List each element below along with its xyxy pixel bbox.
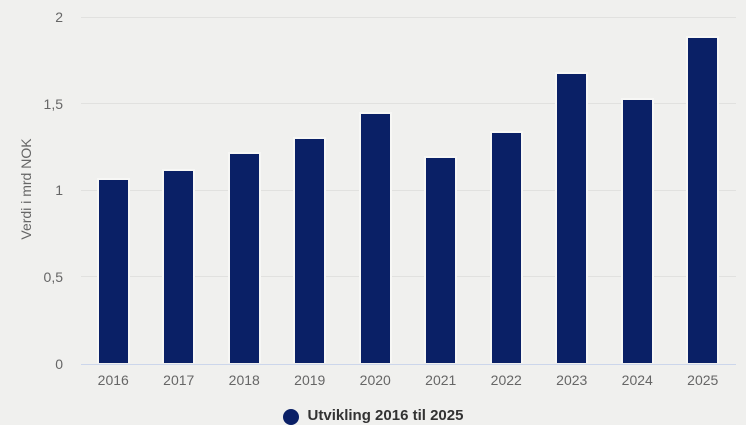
bar-2022[interactable]: [489, 131, 523, 364]
legend-item[interactable]: Utvikling 2016 til 2025: [0, 407, 746, 425]
bar-2016[interactable]: [96, 178, 130, 364]
x-tick-label-2018: 2018: [228, 372, 260, 388]
y-tick-label-1: 1: [55, 182, 63, 199]
x-tick-label-2021: 2021: [425, 372, 457, 388]
x-axis-line: [80, 363, 736, 365]
bar-2019[interactable]: [293, 136, 327, 364]
legend-label: Utvikling 2016 til 2025: [307, 407, 464, 424]
y-tick-label-2: 2: [55, 9, 63, 25]
x-tick-label-2020: 2020: [359, 372, 391, 388]
gridline-y-1: [80, 189, 736, 191]
bar-2024[interactable]: [620, 98, 654, 364]
bar-2023[interactable]: [555, 72, 589, 364]
gridline-y-2: [80, 16, 736, 18]
x-tick-label-2025: 2025: [687, 372, 719, 388]
legend-series-marker-icon: [282, 409, 299, 425]
bar-2021[interactable]: [424, 155, 458, 364]
y-tick-label-0.5: 0,5: [43, 268, 63, 285]
bar-2018[interactable]: [227, 152, 261, 364]
x-tick-label-2022: 2022: [490, 372, 522, 388]
x-tick-label-2017: 2017: [163, 372, 195, 388]
x-tick-label-2024: 2024: [621, 372, 653, 388]
gridline-y-1.5: [80, 103, 736, 105]
gridline-y-0.5: [80, 276, 736, 278]
x-tick-label-2019: 2019: [294, 372, 326, 388]
x-tick-label-2023: 2023: [556, 372, 588, 388]
x-tick-label-2016: 2016: [97, 372, 129, 388]
y-tick-label-1.5: 1,5: [43, 95, 63, 112]
bar-2020[interactable]: [358, 112, 392, 364]
bar-2025[interactable]: [686, 36, 720, 364]
y-tick-label-0: 0: [55, 355, 63, 372]
bar-2017[interactable]: [162, 169, 196, 364]
